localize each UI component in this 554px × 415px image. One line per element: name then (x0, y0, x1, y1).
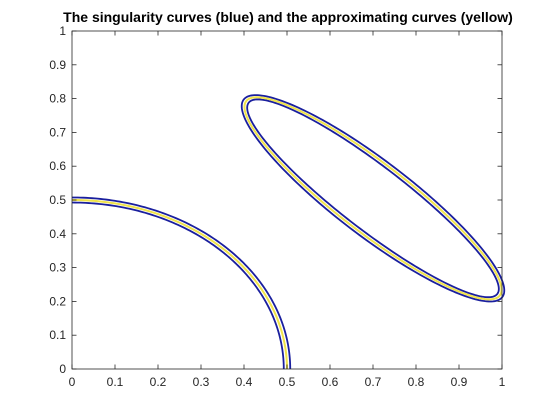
x-tick-label: 0.1 (107, 375, 124, 389)
y-tick-label: 0.9 (49, 58, 66, 72)
singularity-curve-ellipse-0 (240, 94, 506, 303)
x-tick-label: 0.8 (408, 375, 425, 389)
y-tick-label: 0.6 (49, 159, 66, 173)
x-tick-label: 0 (69, 375, 76, 389)
x-tick-label: 0.4 (236, 375, 253, 389)
x-tick-label: 0.9 (451, 375, 468, 389)
y-tick-label: 0.5 (49, 193, 66, 207)
approximating-curve-arc (71, 199, 288, 370)
curves-layer (71, 94, 506, 370)
y-tick-label: 0 (59, 362, 66, 376)
y-tick-label: 0.4 (49, 227, 66, 241)
plot-area (72, 31, 502, 369)
x-tick-label: 0.3 (193, 375, 210, 389)
x-tick-label: 0.7 (365, 375, 382, 389)
y-tick-label: 1 (59, 24, 66, 38)
chart-title: The singularity curves (blue) and the ap… (63, 9, 513, 25)
x-tick-label: 0.6 (322, 375, 339, 389)
axes-layer: 0 0.1 0.2 0.3 0.4 0.5 0.6 0.7 0.8 0.9 1 0 0.1 0.2 0.3 0… (49, 24, 505, 389)
singularity-curve-ellipse-1 (246, 98, 500, 299)
y-tick-label: 0.2 (49, 294, 66, 308)
y-tick-label: 0.3 (49, 261, 66, 275)
y-tick-label: 0.1 (49, 328, 66, 342)
x-tick-label: 1 (499, 375, 506, 389)
approximating-curve-ellipse (243, 96, 503, 301)
x-tick-label: 0.5 (279, 375, 296, 389)
singularity-curve-arc-0 (71, 201, 285, 370)
y-tick-label: 0.7 (49, 125, 66, 139)
singularity-curve-arc-1 (71, 196, 292, 370)
x-tick-label: 0.2 (150, 375, 167, 389)
y-tick-label: 0.8 (49, 92, 66, 106)
